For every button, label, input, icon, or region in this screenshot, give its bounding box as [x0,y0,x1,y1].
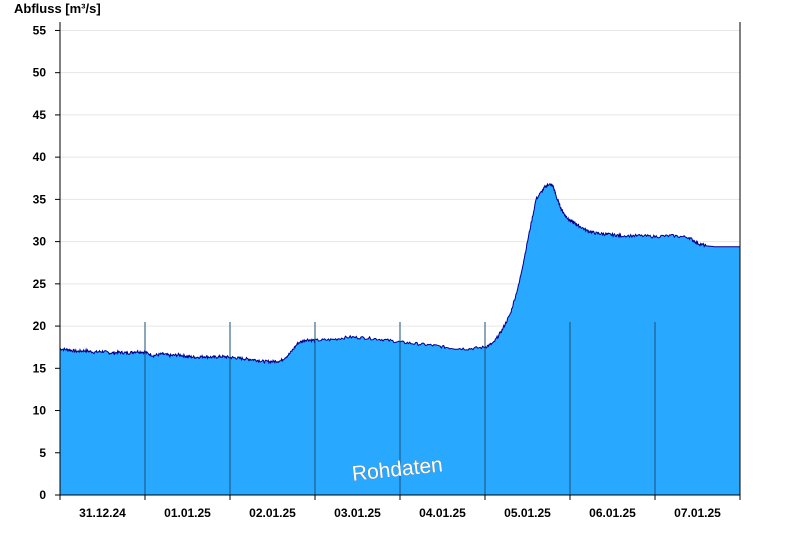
y-axis-label: Abfluss [m³/s] [14,1,101,16]
x-tick-label: 07.01.25 [674,506,721,520]
x-tick-label: 04.01.25 [419,506,466,520]
x-axis-ticks: 31.12.24 01.01.25 02.01.25 03.01.25 04.01.25… [59,495,741,520]
y-tick-label: 35 [33,192,47,206]
x-tick-label: 05.01.25 [504,506,551,520]
x-tick-label: 06.01.25 [589,506,636,520]
y-tick-label: 15 [33,361,47,375]
y-tick-label: 45 [33,108,47,122]
y-tick-label: 20 [33,319,47,333]
y-tick-label: 30 [33,235,47,249]
discharge-line [59,182,740,365]
x-tick-label: 01.01.25 [164,506,211,520]
y-tick-label: 0 [39,488,46,502]
y-tick-label: 25 [33,277,47,291]
y-tick-label: 55 [33,23,47,37]
x-tick-label: 31.12.24 [79,506,126,520]
x-tick-label: 03.01.25 [334,506,381,520]
y-axis-ticks: 0 5 10 15 20 25 30 35 40 45 50 55 [33,23,60,502]
y-tick-label: 5 [39,446,46,460]
x-tick-label: 02.01.25 [249,506,296,520]
y-tick-label: 10 [33,404,47,418]
y-tick-label: 40 [33,150,47,164]
y-tick-label: 50 [33,66,47,80]
day-separator-lines [144,322,656,495]
